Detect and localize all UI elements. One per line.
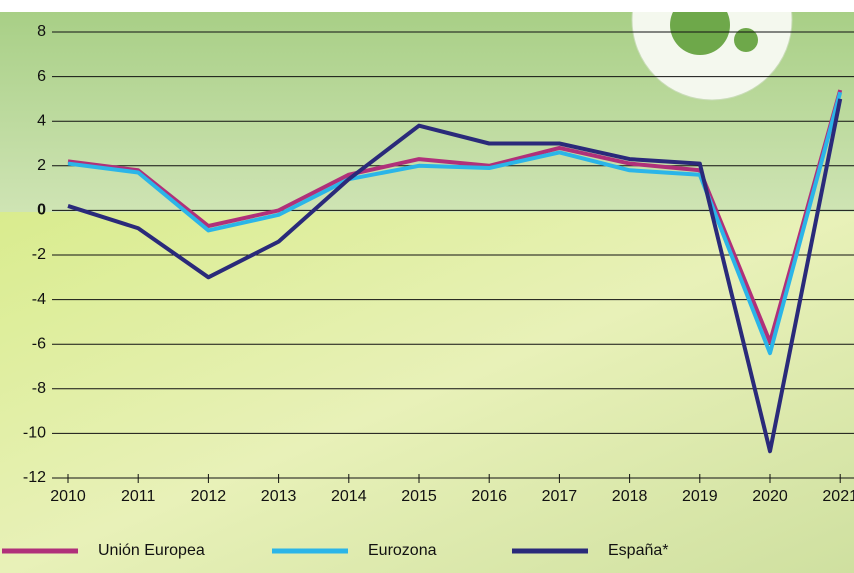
y-tick-label: -12 [23, 469, 46, 486]
legend-label: España* [608, 542, 669, 559]
y-tick-label: -10 [23, 425, 46, 442]
x-tick-label: 2018 [612, 488, 648, 505]
x-tick-label: 2013 [261, 488, 297, 505]
top-margin [0, 0, 854, 12]
page: -12 -10 -8 -6 -4 -2 0 2 4 6 8 2010 2011 2012 2013 2014 2… [0, 0, 854, 573]
y-tick-label: 6 [37, 68, 46, 85]
legend-label: Unión Europea [98, 542, 205, 559]
x-tick-label: 2017 [542, 488, 578, 505]
x-tick-label: 2011 [121, 488, 156, 505]
y-tick-label: 2 [37, 157, 46, 174]
x-tick-label: 2015 [401, 488, 437, 505]
legend-label: Eurozona [368, 542, 437, 559]
x-tick-label: 2016 [471, 488, 507, 505]
x-tick-label: 2020 [752, 488, 788, 505]
chart: -12 -10 -8 -6 -4 -2 0 2 4 6 8 2010 2011 2012 2013 2014 2… [0, 0, 854, 573]
x-tick-label: 2012 [191, 488, 227, 505]
x-tick-label: 2014 [331, 488, 367, 505]
x-tick-label: 2010 [50, 488, 86, 505]
y-tick-label: -4 [32, 291, 46, 308]
y-tick-label: 0 [37, 202, 46, 219]
y-tick-label: -2 [32, 246, 46, 263]
y-tick-label: -6 [32, 335, 46, 352]
x-tick-label: 2019 [682, 488, 718, 505]
y-tick-label: 8 [37, 23, 46, 40]
x-tick-label: 2021 [822, 488, 854, 505]
y-tick-label: 4 [37, 112, 46, 129]
y-tick-label: -8 [32, 380, 46, 397]
